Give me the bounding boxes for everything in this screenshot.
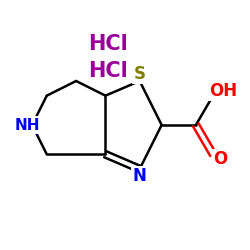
Text: O: O [213,150,228,168]
Text: OH: OH [209,82,237,100]
Text: S: S [134,65,146,83]
Text: NH: NH [14,118,40,132]
Text: N: N [133,167,146,185]
Text: HCl: HCl [88,34,128,54]
Text: HCl: HCl [88,61,128,81]
